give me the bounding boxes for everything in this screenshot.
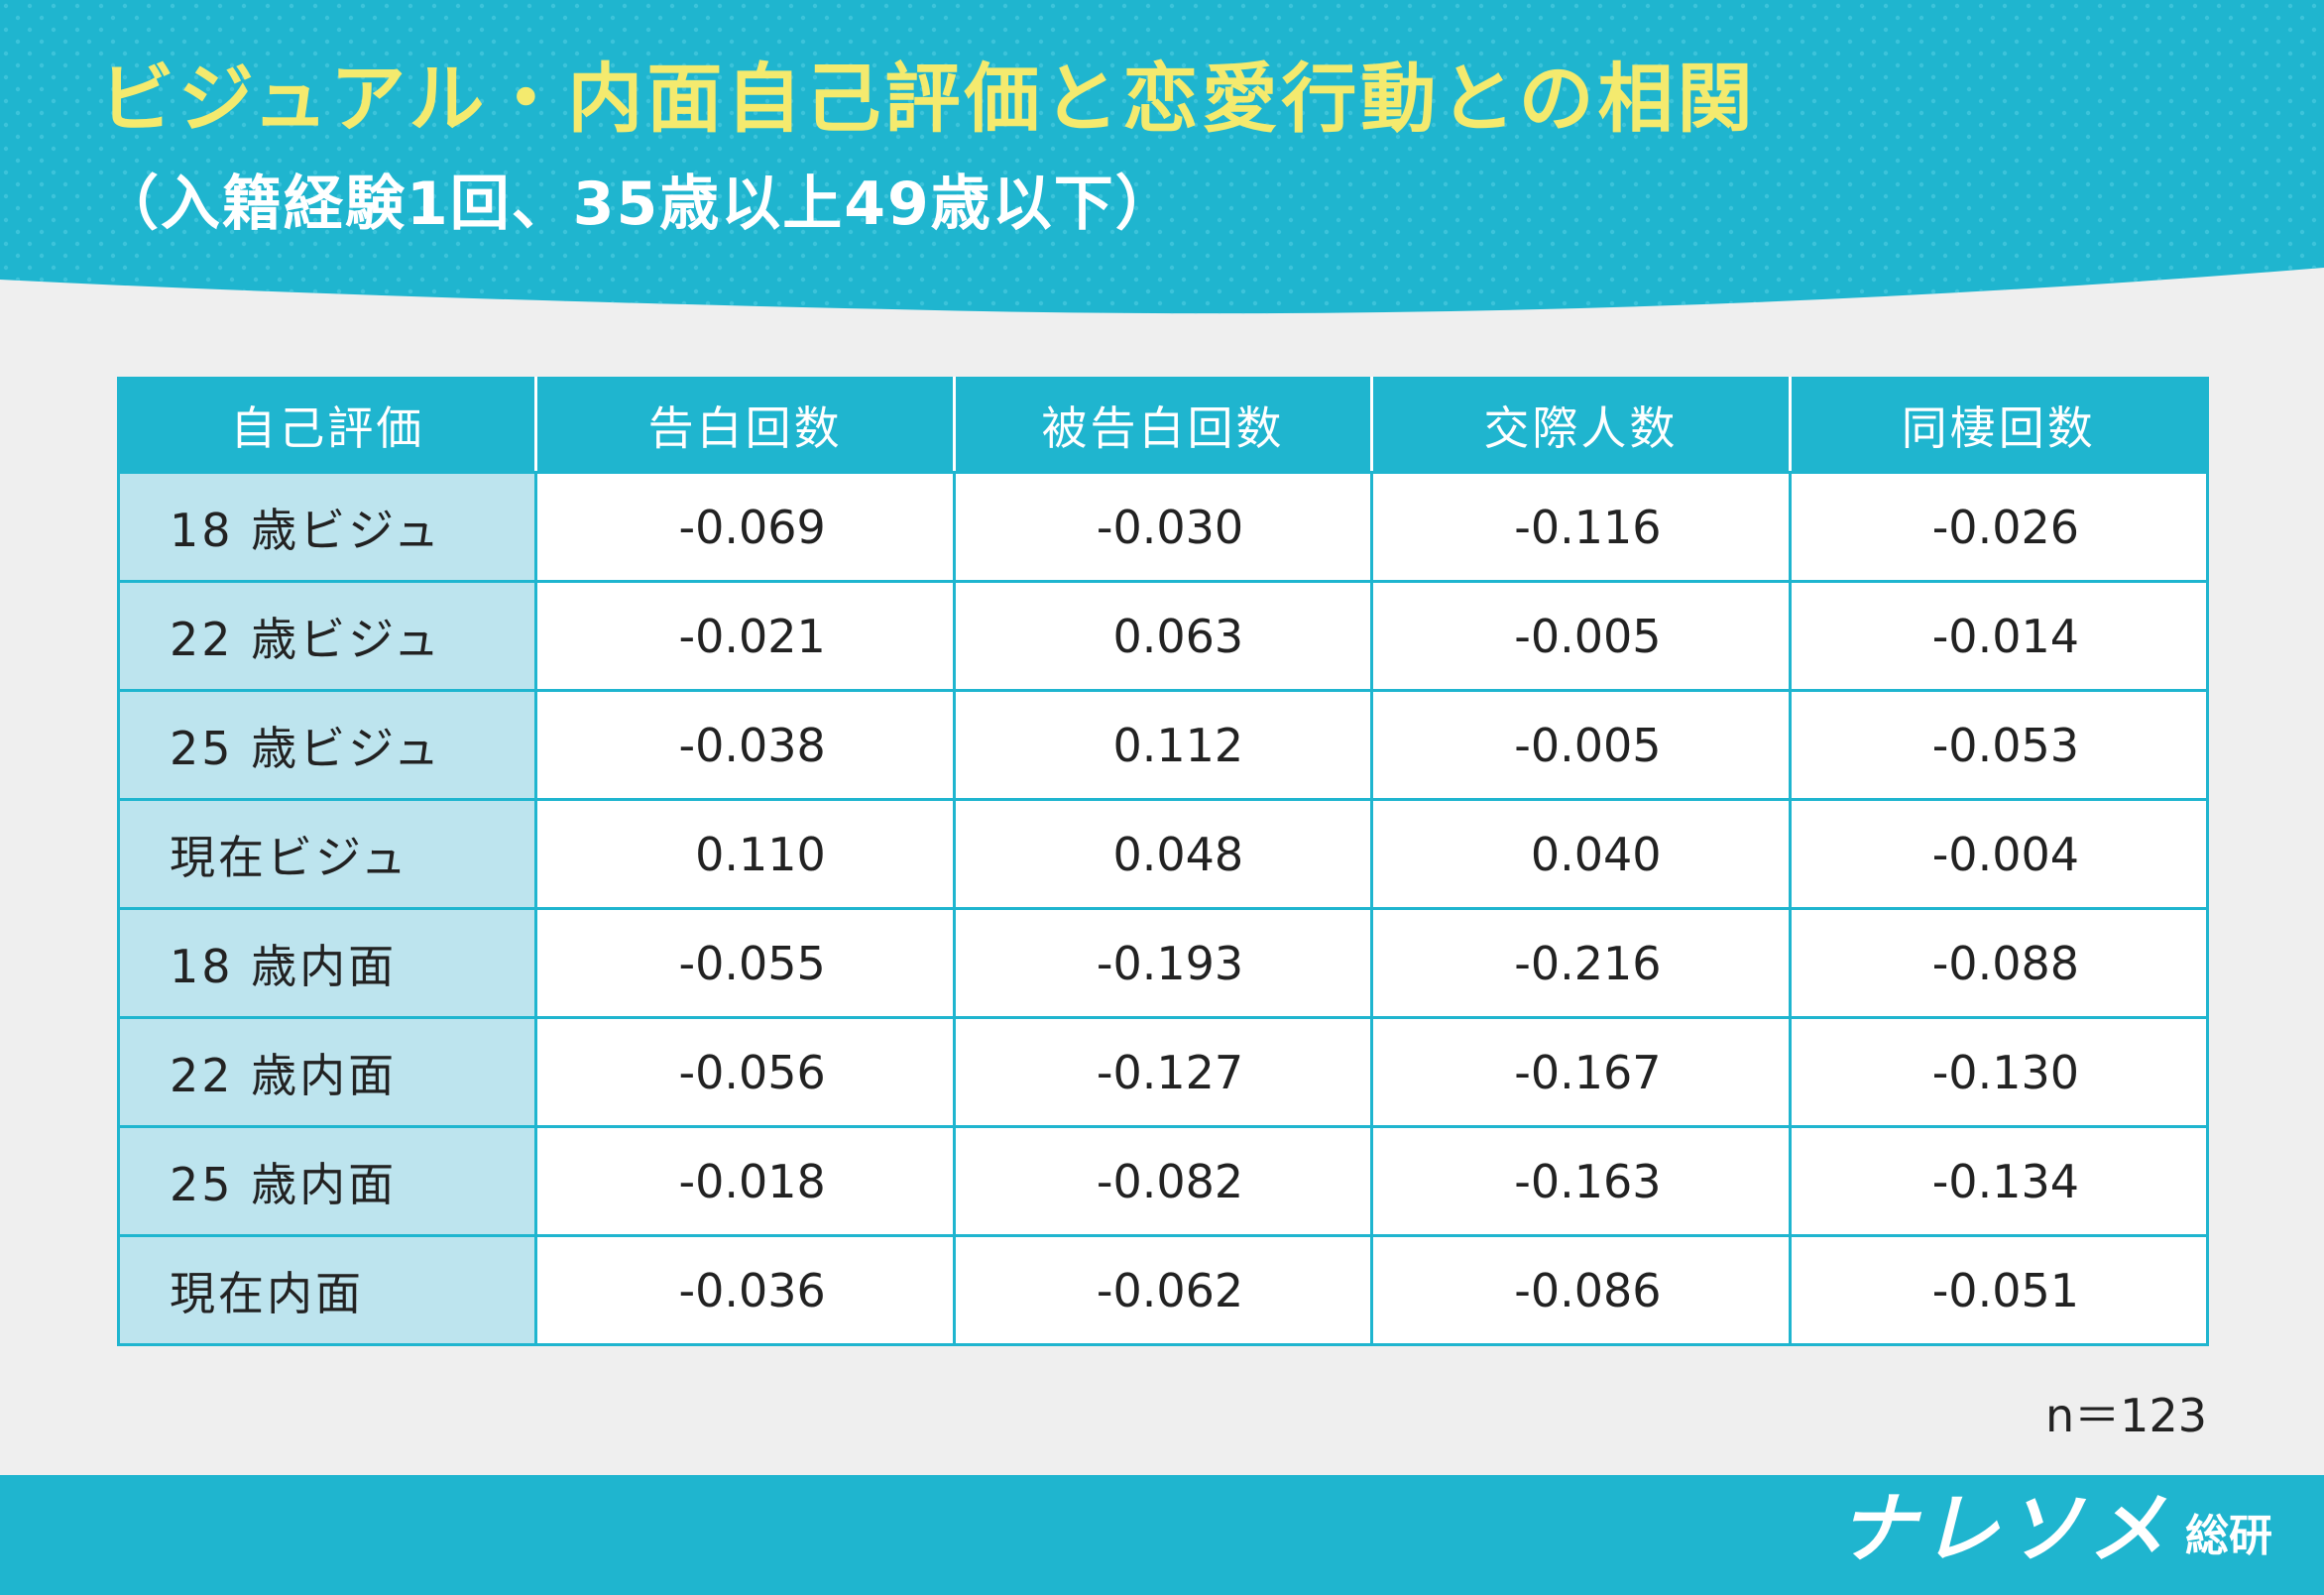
correlation-value-cell: -0.036 [534,1234,956,1346]
correlation-value-cell: -0.062 [952,1234,1374,1346]
column-header: 同棲回数 [1788,377,2210,474]
correlation-value-cell: -0.038 [534,689,956,801]
brand-logo-sub: 総研 [2185,1511,2272,1561]
correlation-value-cell: -0.086 [1370,1234,1792,1346]
table-row: 25 歳内面 -0.018 -0.082 -0.163 -0.134 [116,1125,2210,1237]
page-title: ビジュアル・内面自己評価と恋愛行動との相関 [99,55,1757,143]
brand-logo: ナレソメ 総研 [1838,1491,2272,1568]
table-row: 22 歳ビジュ -0.021 0.063 -0.005 -0.014 [116,580,2210,692]
correlation-value-cell: -0.005 [1370,580,1792,692]
footer-band: ナレソメ 総研 [0,1475,2324,1595]
row-label: 現在ビジュ [116,798,538,910]
correlation-value-cell: -0.134 [1788,1125,2210,1237]
correlation-value-cell: -0.163 [1370,1125,1792,1237]
correlation-value-cell: 0.048 [952,798,1374,910]
correlation-value-cell: -0.055 [534,907,956,1019]
correlation-value-cell: -0.088 [1788,907,2210,1019]
correlation-value-cell: -0.082 [952,1125,1374,1237]
table-body: 18 歳ビジュ -0.069 -0.030 -0.116 -0.026 22 歳ビジュ -0… [116,471,2210,1346]
correlation-value-cell: -0.014 [1788,580,2210,692]
row-label: 25 歳ビジュ [116,689,538,801]
correlation-value-cell: -0.051 [1788,1234,2210,1346]
page-subtitle: （入籍経験1回、35歳以上49歳以下） [99,170,1177,239]
correlation-table: 自己評価 告白回数 被告白回数 交際人数 同棲回数 18 歳ビジュ -0.069 -0.03… [116,377,2210,1346]
correlation-value-cell: -0.030 [952,471,1374,583]
header-background [0,0,2324,314]
correlation-value-cell: -0.130 [1788,1016,2210,1128]
correlation-value-cell: -0.127 [952,1016,1374,1128]
correlation-table-wrap: 自己評価 告白回数 被告白回数 交際人数 同棲回数 18 歳ビジュ -0.069 -0.03… [116,377,2210,1346]
row-label: 22 歳内面 [116,1016,538,1128]
table-row: 現在内面 -0.036 -0.062 -0.086 -0.051 [116,1234,2210,1346]
column-header: 自己評価 [116,377,538,474]
row-label: 25 歳内面 [116,1125,538,1237]
correlation-value-cell: -0.116 [1370,471,1792,583]
correlation-value-cell: -0.021 [534,580,956,692]
table-row: 現在ビジュ 0.110 0.048 0.040 -0.004 [116,798,2210,910]
correlation-value-cell: -0.026 [1788,471,2210,583]
column-header: 被告白回数 [952,377,1374,474]
table-row: 18 歳ビジュ -0.069 -0.030 -0.116 -0.026 [116,471,2210,583]
correlation-value-cell: 0.040 [1370,798,1792,910]
row-label: 18 歳内面 [116,907,538,1019]
row-label: 22 歳ビジュ [116,580,538,692]
header-band: ビジュアル・内面自己評価と恋愛行動との相関 （入籍経験1回、35歳以上49歳以下… [0,0,2324,317]
correlation-value-cell: -0.005 [1370,689,1792,801]
correlation-value-cell: -0.167 [1370,1016,1792,1128]
correlation-value-cell: 0.112 [952,689,1374,801]
table-row: 18 歳内面 -0.055 -0.193 -0.216 -0.088 [116,907,2210,1019]
correlation-value-cell: -0.069 [534,471,956,583]
row-label: 18 歳ビジュ [116,471,538,583]
correlation-value-cell: 0.110 [534,798,956,910]
table-row: 22 歳内面 -0.056 -0.127 -0.167 -0.130 [116,1016,2210,1128]
correlation-value-cell: -0.056 [534,1016,956,1128]
correlation-value-cell: -0.004 [1788,798,2210,910]
correlation-value-cell: -0.018 [534,1125,956,1237]
table-header-row: 自己評価 告白回数 被告白回数 交際人数 同棲回数 [116,377,2210,474]
sample-size-note: n＝123 [2045,1389,2207,1442]
brand-logo-main: ナレソメ [1837,1485,2171,1574]
column-header: 告白回数 [534,377,956,474]
correlation-value-cell: 0.063 [952,580,1374,692]
correlation-value-cell: -0.216 [1370,907,1792,1019]
correlation-value-cell: -0.053 [1788,689,2210,801]
correlation-value-cell: -0.193 [952,907,1374,1019]
table-row: 25 歳ビジュ -0.038 0.112 -0.005 -0.053 [116,689,2210,801]
row-label: 現在内面 [116,1234,538,1346]
column-header: 交際人数 [1370,377,1792,474]
